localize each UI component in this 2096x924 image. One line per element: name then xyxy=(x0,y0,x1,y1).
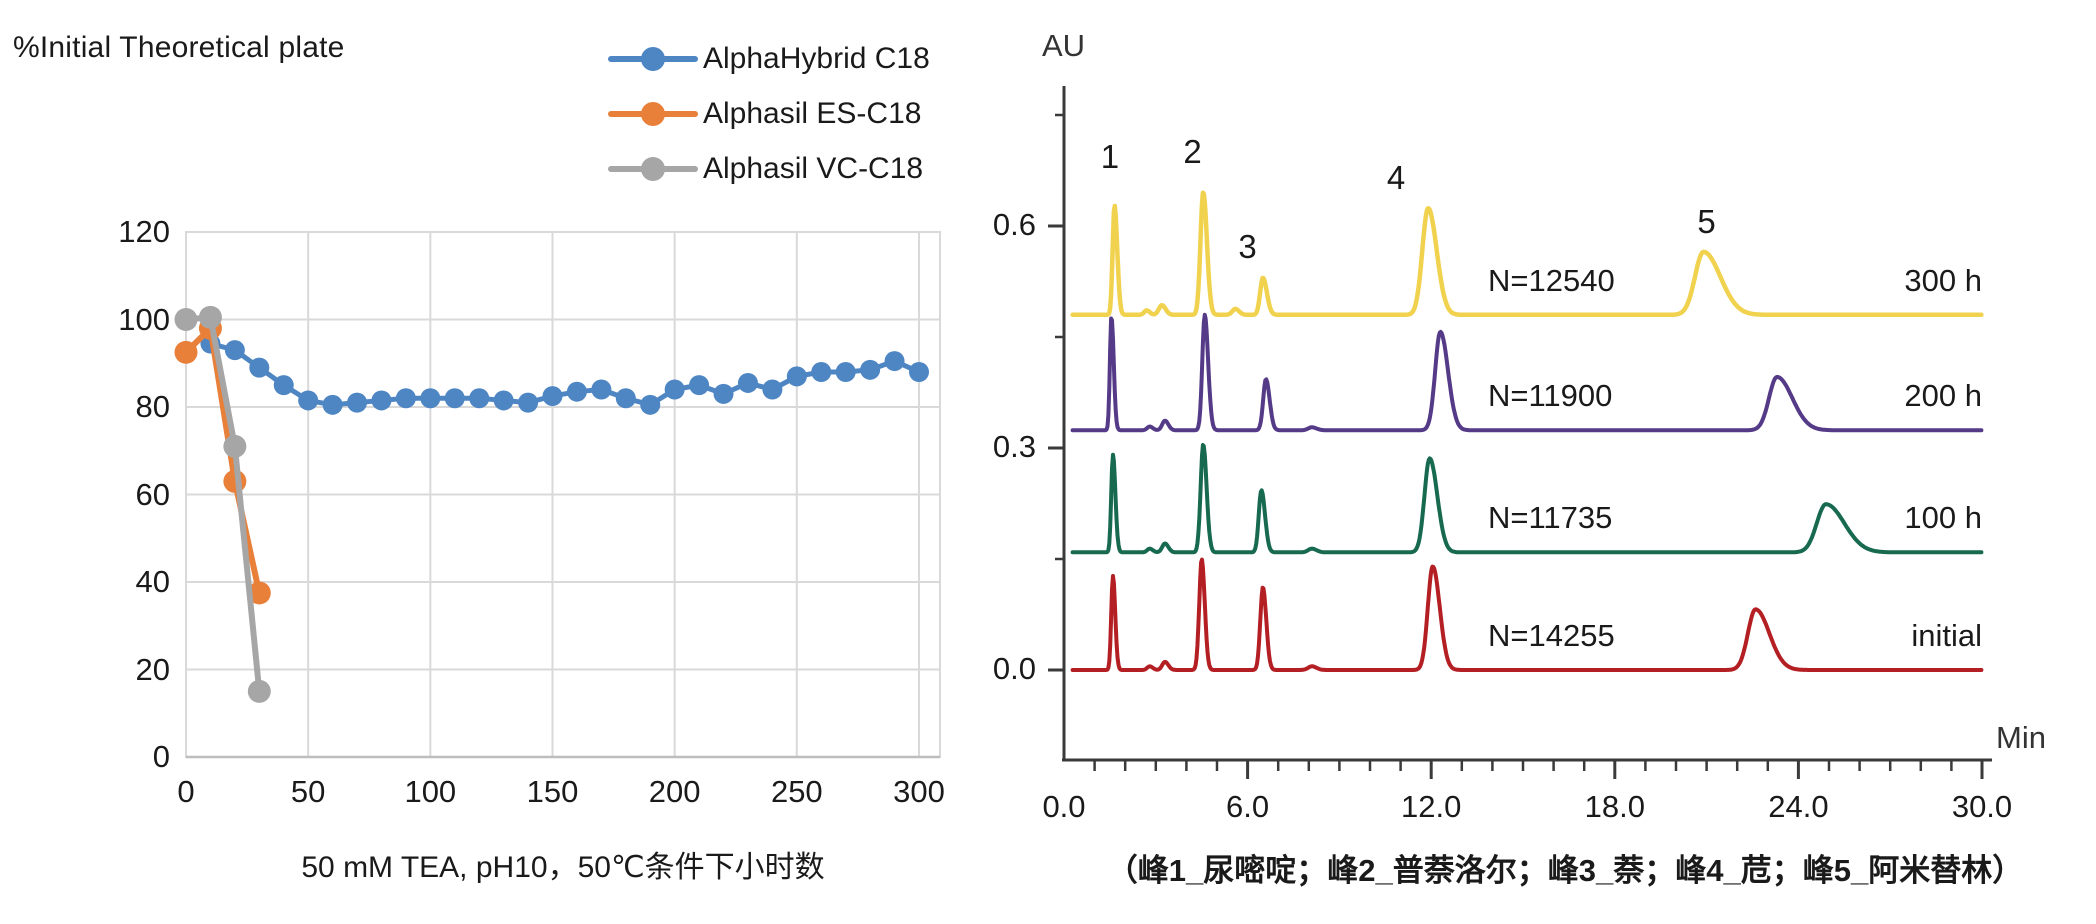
series-point xyxy=(395,388,416,409)
series-point xyxy=(247,679,271,703)
series-point xyxy=(762,379,783,400)
series-point xyxy=(591,379,612,400)
right-y-tick-label: 0.3 xyxy=(992,429,1036,464)
series-point xyxy=(420,388,441,409)
right-x-tick-label: 0.0 xyxy=(1042,789,1086,824)
peak-number-label: 1 xyxy=(1100,138,1120,175)
series-point xyxy=(198,305,222,329)
peak-number-label: 2 xyxy=(1183,133,1202,170)
series-line-1 xyxy=(183,325,263,596)
series-point xyxy=(174,308,198,331)
left-x-tick-label: 150 xyxy=(526,774,579,809)
chromatogram-trace-initial xyxy=(1070,557,1984,672)
left-y-tick-label: 40 xyxy=(135,564,170,599)
legend-item-alphahybrid-c18: AlphaHybrid C18 xyxy=(608,42,930,76)
left-y-tick-label: 100 xyxy=(118,301,170,337)
series-point xyxy=(273,375,294,396)
series-point xyxy=(347,392,368,413)
legend-item-label: Alphasil VC-C18 xyxy=(703,152,924,185)
left-y-tick-label: 120 xyxy=(118,214,170,249)
trace-time-label: 100 h xyxy=(1904,500,1982,536)
peak-identity-caption: （峰1_尿嘧啶；峰2_普萘洛尔；峰3_萘；峰4_苊；峰5_阿米替林） xyxy=(1106,853,2024,888)
chart-legend: AlphaHybrid C18 Alphasil ES-C18 Alphasil… xyxy=(608,42,930,186)
right-y-tick-label: 0.6 xyxy=(992,207,1036,242)
left-y-tick-label: 0 xyxy=(152,739,170,774)
right-x-tick-label: 18.0 xyxy=(1584,789,1645,824)
series-point xyxy=(518,392,539,413)
trace-plates-label: N=11735 xyxy=(1488,500,1613,536)
left-y-tick-label: 20 xyxy=(135,651,170,687)
legend-item-label: AlphaHybrid C18 xyxy=(703,42,930,75)
right-x-tick-label: 30.0 xyxy=(1951,789,2013,824)
series-point xyxy=(884,351,905,372)
chromatogram-trace-200h xyxy=(1070,312,1984,433)
right-x-tick-label: 12.0 xyxy=(1401,789,1462,824)
series-point xyxy=(247,581,271,605)
series-point xyxy=(566,381,587,402)
series-point xyxy=(811,362,832,382)
right-x-tick-label: 24.0 xyxy=(1768,789,1829,824)
left-x-tick-label: 100 xyxy=(404,774,457,809)
right-y-tick-label: 0.0 xyxy=(992,651,1036,686)
peak-number-label: 4 xyxy=(1386,159,1406,196)
series-point xyxy=(371,390,392,411)
chromatogram-trace-300h xyxy=(1070,190,1984,318)
trace-plates-label: N=14255 xyxy=(1488,618,1615,653)
legend-item-alphasil-vc-c18: Alphasil VC-C18 xyxy=(608,152,930,186)
series-point xyxy=(493,390,514,411)
right-x-axis-unit-label: Min xyxy=(1996,720,2046,755)
series-line-2 xyxy=(183,314,263,695)
left-x-tick-label: 250 xyxy=(770,774,823,809)
series-point xyxy=(909,362,929,382)
left-x-tick-label: 50 xyxy=(290,774,326,809)
legend-item-label: Alphasil ES-C18 xyxy=(703,97,922,130)
left-y-tick-label: 60 xyxy=(135,476,170,512)
left-x-tick-label: 300 xyxy=(893,774,945,809)
series-point xyxy=(174,340,198,364)
series-point xyxy=(223,434,247,458)
legend-marker-icon xyxy=(608,42,698,76)
series-point xyxy=(713,383,734,404)
series-point xyxy=(469,388,490,409)
right-y-axis-unit-label: AU xyxy=(1042,28,1086,63)
left-chart-title: %Initial Theoretical plate xyxy=(13,31,345,64)
series-point xyxy=(860,359,881,380)
chromatogram-trace-100h xyxy=(1070,443,1984,555)
left-x-tick-label: 0 xyxy=(177,774,195,809)
trace-plates-label: N=12540 xyxy=(1488,262,1615,298)
series-point xyxy=(542,386,563,407)
series-point xyxy=(249,357,270,378)
left-x-axis-title: 50 mM TEA, pH10，50℃条件下小时数 xyxy=(301,851,825,884)
series-point xyxy=(737,372,758,393)
series-point xyxy=(689,375,710,396)
series-point xyxy=(786,366,807,387)
legend-item-alphasil-es-c18: Alphasil ES-C18 xyxy=(608,97,930,131)
series-point xyxy=(615,388,636,409)
series-point xyxy=(322,394,343,415)
series-point xyxy=(298,390,319,411)
legend-marker-icon xyxy=(608,97,698,131)
series-point xyxy=(444,388,465,409)
series-point xyxy=(640,394,661,415)
legend-marker-icon xyxy=(608,152,698,186)
trace-time-label: 200 h xyxy=(1904,378,1982,414)
trace-time-label: 300 h xyxy=(1904,262,1982,298)
series-point xyxy=(664,379,685,400)
series-point xyxy=(224,340,245,361)
series-point xyxy=(835,362,856,382)
trace-time-label: initial xyxy=(1911,618,1982,653)
peak-number-label: 5 xyxy=(1697,203,1716,240)
right-x-tick-label: 6.0 xyxy=(1226,789,1270,824)
left-x-tick-label: 200 xyxy=(648,774,701,809)
peak-number-label: 3 xyxy=(1238,228,1257,265)
left-y-tick-label: 80 xyxy=(135,389,170,424)
trace-plates-label: N=11900 xyxy=(1488,378,1613,414)
